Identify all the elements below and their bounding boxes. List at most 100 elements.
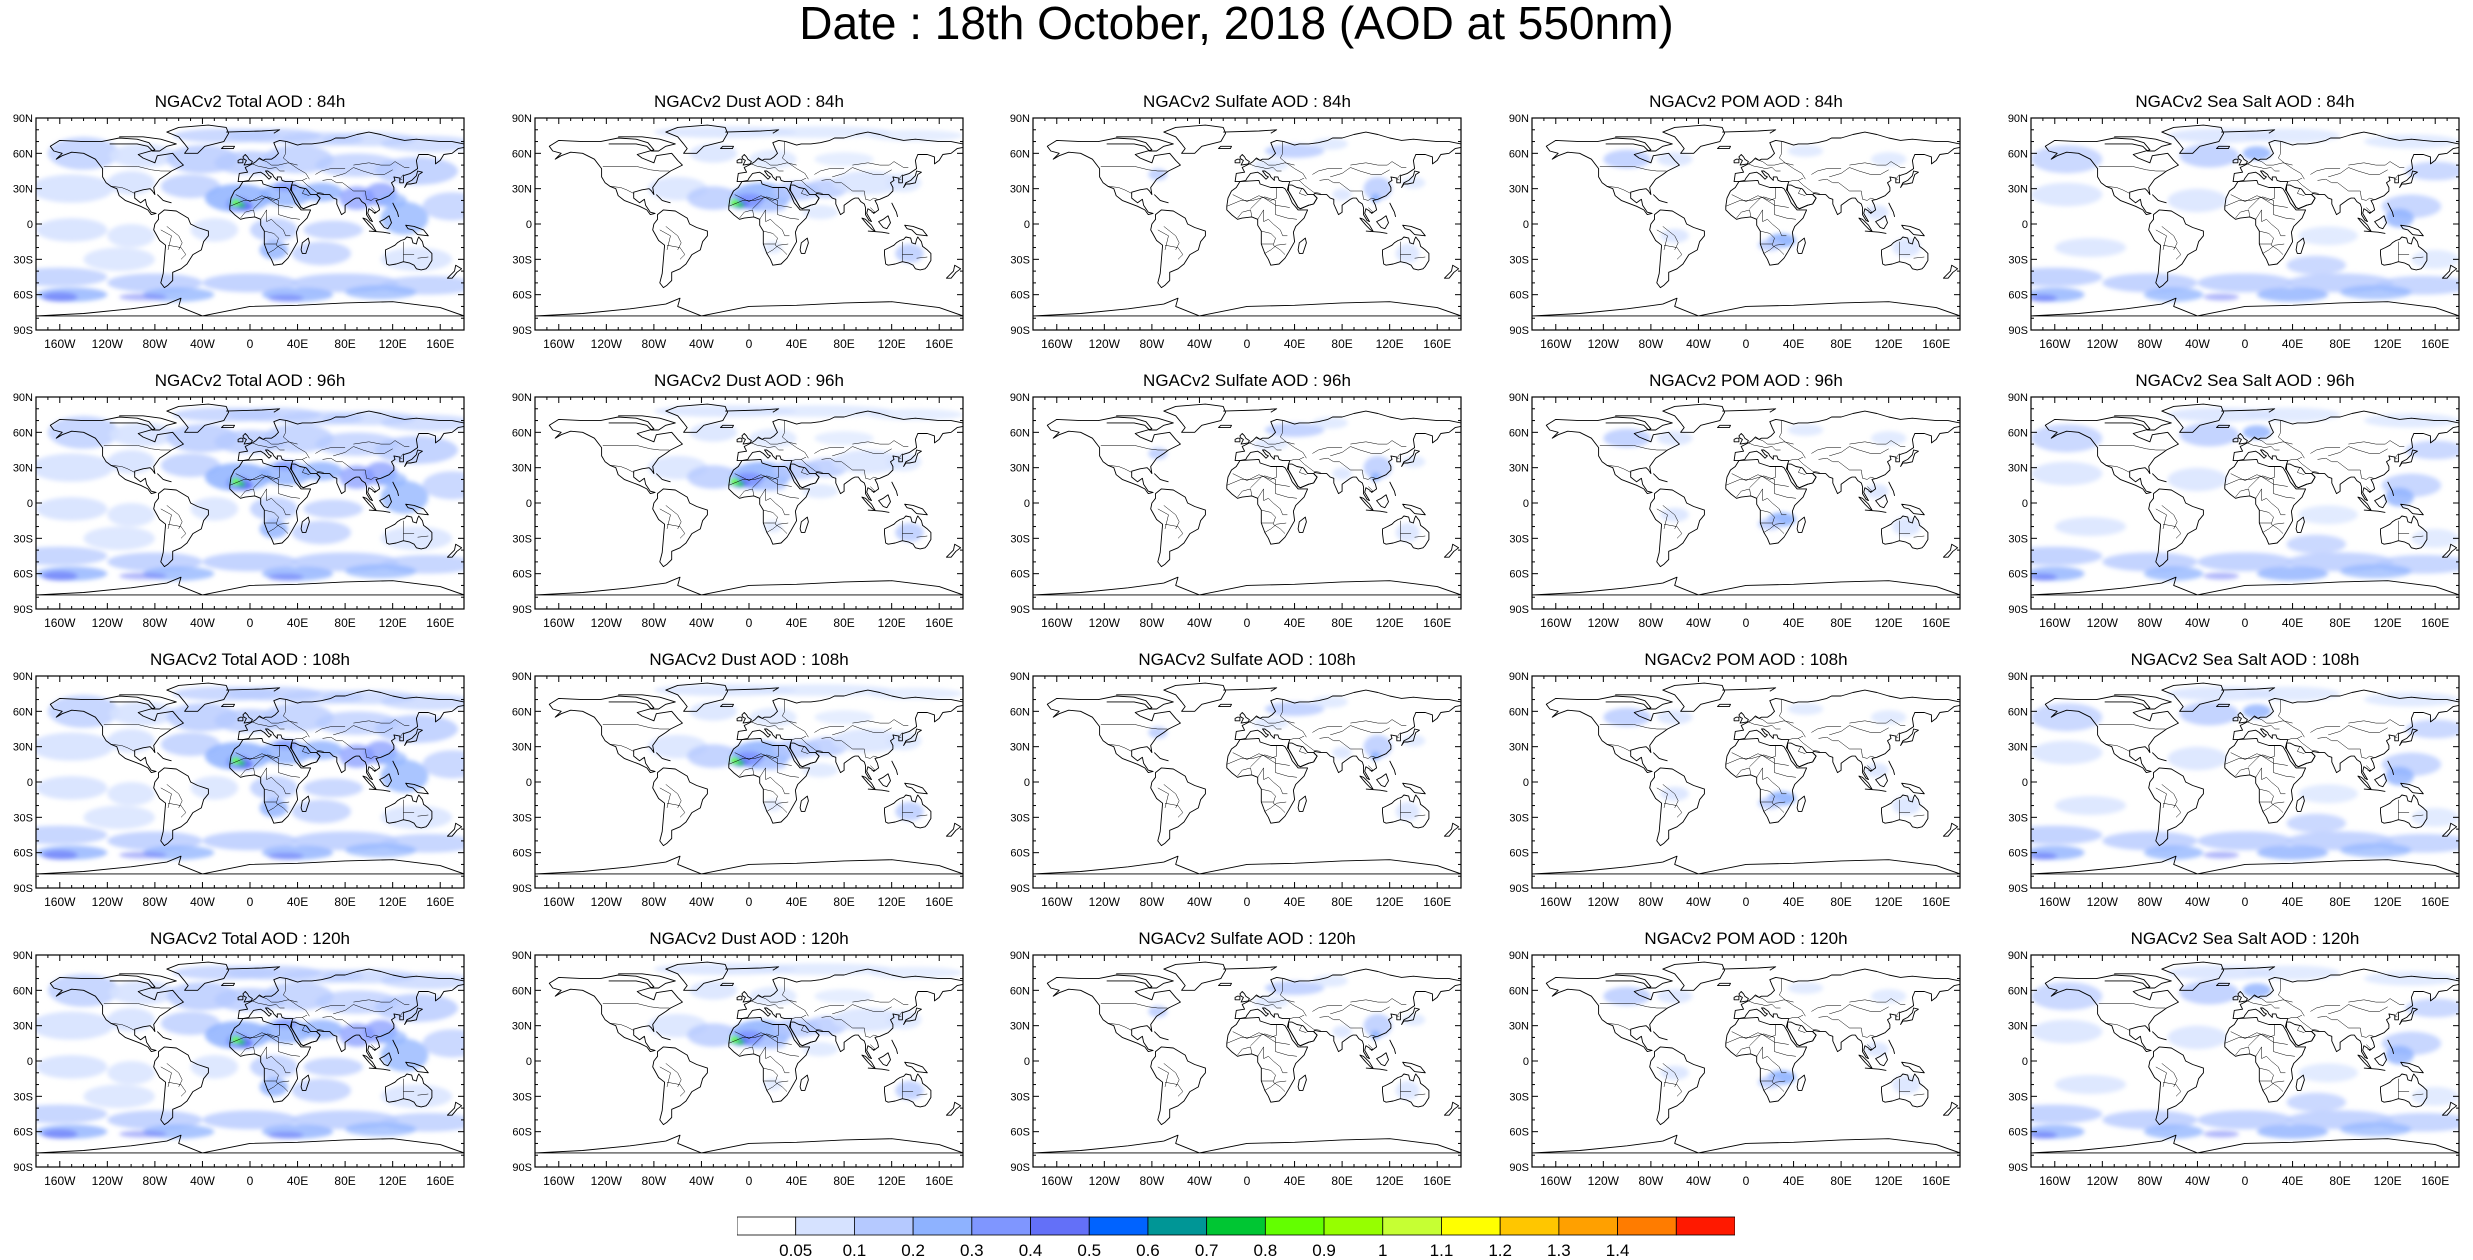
coastline-japan: [1401, 170, 1420, 188]
lat-tick-label: 60S: [512, 569, 532, 581]
border-line: [1164, 802, 1184, 818]
aod-contour: [291, 241, 352, 266]
coastline-iceland: [1218, 424, 1232, 429]
border-line: [1330, 167, 1390, 178]
coastline-segment: [156, 194, 172, 204]
border-line: [751, 1000, 784, 1009]
lon-tick-label: 120W: [92, 616, 124, 630]
coastline-antarctica: [2031, 297, 2459, 317]
border-line: [791, 1014, 807, 1019]
coastline-segment: [392, 481, 400, 497]
coastline-borneo: [379, 494, 392, 509]
coastline-eurasia: [736, 131, 963, 223]
border-line: [399, 174, 404, 180]
coastline-iceland: [221, 982, 235, 987]
border-line: [1319, 178, 1363, 192]
aod-field: [1603, 424, 1921, 536]
map-panel-total-120h: NGACv2 Total AOD : 120h 90N 60N 30N 0 30S 60S 9…: [0, 929, 490, 1189]
coastline-antarctica: [535, 855, 963, 875]
lat-tick-label: 60S: [1010, 1127, 1030, 1139]
border-line: [1778, 420, 1806, 459]
coastline-southAmerica: [652, 1046, 708, 1126]
aod-contour: [1787, 703, 1824, 715]
border-line: [781, 978, 809, 1017]
aod-contour: [737, 1039, 745, 1045]
coastline-sumatra: [1359, 775, 1374, 790]
map-area: [36, 676, 464, 888]
border-line: [832, 725, 892, 736]
aod-contour: [119, 1130, 167, 1138]
border-line: [763, 230, 788, 255]
panel-title: NGACv2 Total AOD : 120h: [149, 929, 350, 948]
colorbar-swatch: [1147, 1216, 1208, 1236]
lon-tick-label: 80W: [1639, 337, 1664, 351]
colorbar-swatch: [1499, 1216, 1560, 1236]
tick-marks: [2030, 117, 2460, 331]
aod-contour: [345, 1122, 417, 1137]
border-line: [916, 1093, 928, 1096]
aod-contour: [36, 1011, 114, 1040]
colorbar-label: 1: [1378, 1241, 1387, 1260]
aod-contour: [2054, 796, 2127, 815]
coastline-southAmerica: [1150, 767, 1206, 847]
border-line: [302, 180, 324, 194]
aod-contour: [41, 1129, 78, 1139]
country-borders: [2098, 141, 2424, 262]
lat-tick-label: 0: [27, 1056, 33, 1068]
border-line: [301, 188, 310, 196]
aod-contour: [2203, 1130, 2240, 1138]
border-line: [302, 459, 324, 473]
border-line: [2235, 209, 2251, 219]
border-line: [1867, 765, 1873, 771]
panel-title: NGACv2 Sulfate AOD : 84h: [1143, 92, 1351, 111]
coastline-greenland: [1662, 682, 1726, 712]
border-line: [751, 721, 784, 730]
lat-tick-label: 0: [1024, 1056, 1030, 1068]
border-line: [1298, 188, 1307, 196]
border-line: [1163, 784, 1180, 809]
lat-tick-label: 90N: [2008, 671, 2028, 683]
country-borders: [1100, 978, 1426, 1099]
border-line: [2105, 744, 2130, 752]
border-line: [659, 508, 671, 529]
coastline-ireland: [1733, 437, 1740, 443]
coastline-newZealand: [1443, 264, 1460, 279]
border-line: [1100, 724, 1168, 730]
aod-contour: [763, 1078, 783, 1091]
border-line: [2328, 725, 2388, 736]
border-line: [2394, 1011, 2399, 1017]
border-line: [160, 508, 172, 529]
border-line: [2098, 166, 2166, 172]
lon-tick-label: 40W: [1686, 895, 1711, 909]
lon-tick-label: 120W: [1089, 1174, 1121, 1188]
panel-title: NGACv2 Sulfate AOD : 120h: [1138, 929, 1356, 948]
coastline-greenland: [166, 961, 230, 991]
lat-tick-label: 30N: [2008, 184, 2028, 196]
lat-tick-label: 30N: [13, 463, 33, 475]
lon-tick-label: 120W: [92, 337, 124, 351]
coastline-borneo: [379, 215, 392, 230]
lat-tick-label: 90S: [1010, 883, 1030, 895]
border-line: [1756, 209, 1787, 237]
border-line: [1350, 998, 1407, 1005]
map-area: [2031, 955, 2459, 1167]
aod-contour: [2256, 566, 2329, 581]
coastline-borneo: [379, 773, 392, 788]
border-line: [240, 488, 256, 498]
border-line: [801, 180, 823, 194]
aod-contour: [1312, 696, 1349, 708]
coastline-africa: [2224, 1016, 2307, 1103]
border-line: [2317, 457, 2361, 471]
map-area: [36, 397, 464, 609]
lat-tick-label: 60S: [2008, 290, 2028, 302]
lat-tick-label: 30N: [13, 742, 33, 754]
coastlines: [2031, 403, 2459, 596]
lat-tick-label: 90S: [2008, 883, 2028, 895]
coastline-japan: [404, 170, 423, 188]
map-area: [1033, 676, 1461, 888]
coastline-antarctica: [1033, 855, 1461, 875]
border-line: [2328, 1004, 2388, 1015]
border-line: [1279, 141, 1307, 180]
coastline-newGuinea: [1402, 224, 1426, 237]
aod-field: [36, 965, 464, 1139]
